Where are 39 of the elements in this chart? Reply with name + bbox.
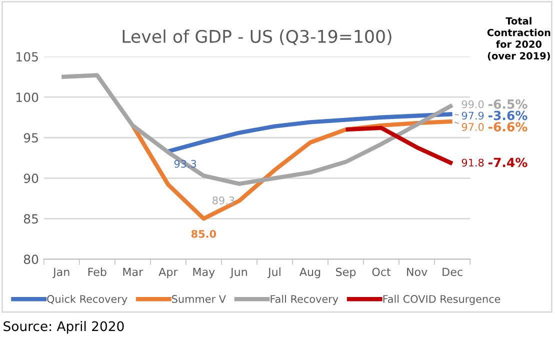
y-tick-label: 100 xyxy=(16,92,38,102)
y-tick-label: 80 xyxy=(24,254,38,264)
x-tick-label: Jun xyxy=(230,268,247,278)
data-label: 93.3 xyxy=(174,160,196,168)
x-tick-label: Aug xyxy=(299,268,320,278)
annotation: -6.6% xyxy=(488,122,528,132)
legend-label: Fall Recovery xyxy=(270,294,338,305)
x-tick-label: Sep xyxy=(336,268,356,278)
y-tick-label: 85 xyxy=(24,214,38,224)
legend-label: Summer V xyxy=(172,295,226,303)
line-series xyxy=(60,73,454,186)
y-tick-label: 95 xyxy=(24,133,38,143)
source-note: Source: April 2020 xyxy=(4,320,124,334)
line-series xyxy=(344,126,454,166)
line-series xyxy=(166,112,454,154)
data-label: 97.9 xyxy=(462,112,484,120)
x-tick-label: Oct xyxy=(372,268,391,276)
data-label: 89.3 xyxy=(212,196,234,204)
x-tick-label: Mar xyxy=(123,268,144,276)
annotation: -7.4% xyxy=(488,158,528,168)
annotation: -6.5% xyxy=(488,99,528,109)
data-label: 97.0 xyxy=(462,123,484,131)
x-tick-label: Feb xyxy=(88,267,106,276)
data-label: 85.0 xyxy=(191,230,216,238)
annotation: -3.6% xyxy=(488,110,528,120)
legend-label: Quick Recovery xyxy=(47,294,128,305)
x-tick-label: Jul xyxy=(267,267,280,278)
y-tick-label: 90 xyxy=(24,174,38,184)
text: Total Contraction for 2020 (over 2019) xyxy=(487,17,550,61)
chart-title: Level of GDP - US (Q3-19=100) xyxy=(122,30,392,46)
data-label: 91.8 xyxy=(462,158,484,167)
x-tick-label: Dec xyxy=(442,268,462,276)
data-label: 99.0 xyxy=(462,100,484,108)
x-tick-label: Jan xyxy=(52,268,70,278)
x-tick-label: Nov xyxy=(407,268,428,276)
y-tick-label: 105 xyxy=(16,52,38,62)
x-tick-label: Apr xyxy=(158,268,178,278)
legend-label: Fall COVID Resurgence xyxy=(383,294,500,305)
x-tick-label: May xyxy=(193,268,215,278)
